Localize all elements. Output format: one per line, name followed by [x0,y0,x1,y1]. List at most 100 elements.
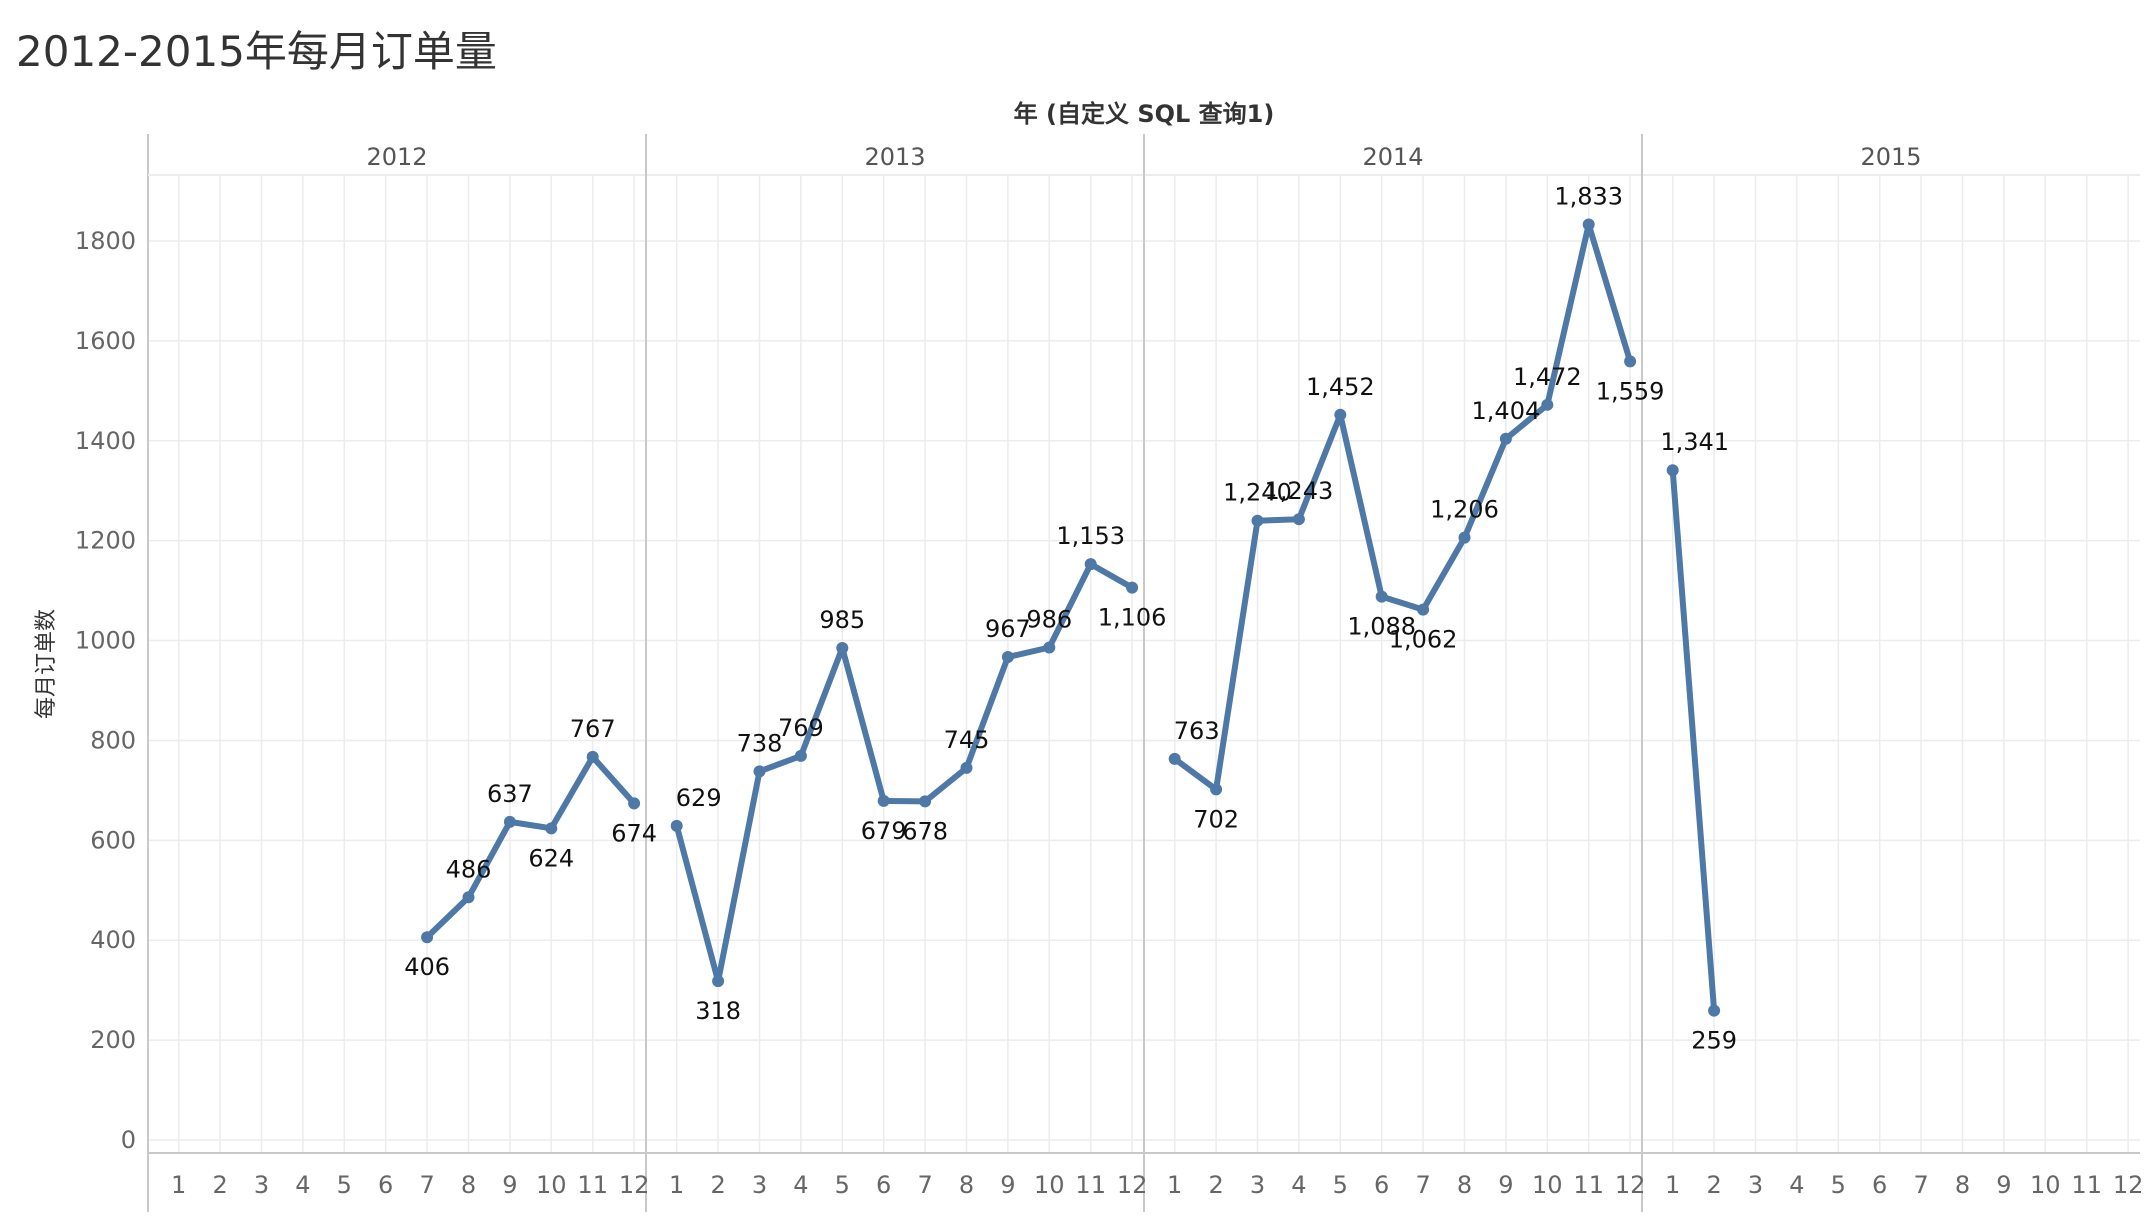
x-tick-label: 7 [1913,1171,1928,1199]
data-point [1624,355,1637,368]
data-label: 1,106 [1098,604,1167,632]
data-label: 679 [861,817,907,845]
pane-headers: 年 (自定义 SQL 查询1) 2012 2013 2014 2015 [366,100,1921,171]
data-label: 1,240 [1223,479,1292,507]
y-tick-label: 1600 [75,327,136,355]
data-label: 702 [1193,805,1239,833]
x-tick-label: 12 [619,1171,650,1199]
y-tick-label: 200 [90,1026,136,1054]
data-point [586,750,599,763]
series-line-2012 [424,753,638,941]
data-label: 318 [695,997,741,1025]
data-label: 1,472 [1513,363,1582,391]
data-point [753,765,766,778]
x-tick-label: 2 [1208,1171,1223,1199]
x-tick-label: 5 [1333,1171,1348,1199]
x-tick-label: 4 [1789,1171,1804,1199]
y-tick-label: 600 [90,826,136,854]
series-line-2014 [1171,221,1634,793]
data-label: 767 [570,715,616,743]
data-point [1126,581,1139,594]
x-tick-label: 5 [337,1171,352,1199]
data-label: 745 [944,726,990,754]
data-label: 738 [737,729,783,757]
x-tick-label: 9 [1000,1171,1015,1199]
x-tick-label: 10 [1034,1171,1065,1199]
data-point [462,891,475,904]
x-tick-label: 2 [212,1171,227,1199]
x-tick-label: 2 [710,1171,725,1199]
data-label: 259 [1691,1027,1737,1055]
data-label: 769 [778,714,824,742]
data-label: 486 [446,855,492,883]
x-tick-label: 5 [1831,1171,1846,1199]
data-label: 629 [676,784,722,812]
x-tick-label: 3 [254,1171,269,1199]
series-points [421,218,1721,1017]
data-label: 1,062 [1389,626,1458,654]
data-point [503,815,516,828]
y-axis: 0 200 400 600 800 1000 1200 1400 1600 1800 每月订单数 [34,227,136,1154]
x-tick-label: 6 [876,1171,891,1199]
data-point [1210,783,1223,796]
data-label: 1,206 [1430,496,1499,524]
series-line-2015 [1669,467,1718,1014]
x-tick-label: 7 [917,1171,932,1199]
x-tick-label: 11 [1075,1171,1106,1199]
data-point [545,822,558,835]
y-tick-label: 400 [90,926,136,954]
data-label: 637 [487,780,533,808]
pane-header-year: 2014 [1362,143,1423,171]
data-label: 1,452 [1306,373,1375,401]
x-tick-label: 1 [1167,1171,1182,1199]
x-tick-label: 1 [171,1171,186,1199]
x-tick-label: 2 [1706,1171,1721,1199]
data-label: 967 [985,615,1031,643]
x-tick-label: 1 [669,1171,684,1199]
column-header-title: 年 (自定义 SQL 查询1) [1014,100,1275,128]
data-point [877,794,890,807]
pane-header-year: 2013 [864,143,925,171]
x-tick-label: 4 [1291,1171,1306,1199]
data-point [1043,641,1056,654]
series-line-2013 [673,561,1136,985]
data-label: 406 [404,953,450,981]
y-tick-label: 1800 [75,227,136,255]
y-tick-label: 800 [90,726,136,754]
x-tick-label: 8 [1955,1171,1970,1199]
x-tick-label: 12 [2113,1171,2144,1199]
x-tick-label: 3 [752,1171,767,1199]
data-point [1458,531,1471,544]
data-label: 1,088 [1347,613,1416,641]
data-point [1499,432,1512,445]
series-lines [424,221,1718,1014]
x-tick-label: 5 [835,1171,850,1199]
pane-header-year: 2015 [1860,143,1921,171]
data-label: 1,404 [1472,397,1541,425]
data-label: 763 [1174,717,1220,745]
x-tick-label: 11 [577,1171,608,1199]
y-tick-label: 1200 [75,527,136,555]
data-label: 985 [819,606,865,634]
x-tick-label: 10 [1532,1171,1563,1199]
data-point [712,975,725,988]
data-point [1292,513,1305,526]
x-axis: 1 2 3 4 5 6 7 8 9 10 11 12 1 2 3 4 5 6 7 8 9 10 11 12 1 2 3 4 5 6 7 8 9 1… [171,1171,2143,1199]
data-point [960,761,973,774]
x-tick-label: 7 [1415,1171,1430,1199]
y-tick-label: 0 [121,1126,136,1154]
x-tick-label: 10 [536,1171,567,1199]
data-label: 1,341 [1660,428,1729,456]
data-label: 678 [902,817,948,845]
data-point [1334,408,1347,421]
x-tick-label: 9 [502,1171,517,1199]
x-tick-label: 12 [1615,1171,1646,1199]
data-label: 1,243 [1265,477,1334,505]
data-point [670,819,683,832]
data-label: 624 [528,844,574,872]
x-tick-label: 10 [2030,1171,2061,1199]
data-point [1084,558,1097,571]
data-label: 1,833 [1554,183,1623,211]
